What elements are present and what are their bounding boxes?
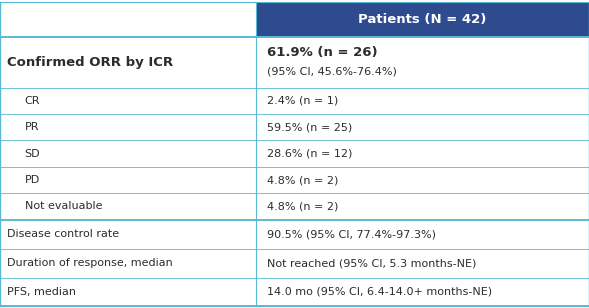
Text: 2.4% (n = 1): 2.4% (n = 1) bbox=[267, 96, 338, 106]
Text: 28.6% (n = 12): 28.6% (n = 12) bbox=[267, 149, 352, 159]
Bar bbox=[256, 2, 589, 37]
Text: (95% CI, 45.6%-76.4%): (95% CI, 45.6%-76.4%) bbox=[267, 67, 397, 76]
Text: Duration of response, median: Duration of response, median bbox=[7, 258, 173, 268]
Text: 59.5% (n = 25): 59.5% (n = 25) bbox=[267, 122, 352, 132]
Text: SD: SD bbox=[25, 149, 41, 159]
Text: Not reached (95% CI, 5.3 months-NE): Not reached (95% CI, 5.3 months-NE) bbox=[267, 258, 476, 268]
Text: 61.9% (n = 26): 61.9% (n = 26) bbox=[267, 46, 378, 59]
Text: Disease control rate: Disease control rate bbox=[7, 229, 119, 239]
Text: 4.8% (n = 2): 4.8% (n = 2) bbox=[267, 201, 338, 211]
Text: Not evaluable: Not evaluable bbox=[25, 201, 102, 211]
Text: Confirmed ORR by ICR: Confirmed ORR by ICR bbox=[7, 56, 173, 69]
Text: Patients (N = 42): Patients (N = 42) bbox=[359, 13, 487, 26]
Text: PR: PR bbox=[25, 122, 39, 132]
Text: 90.5% (95% CI, 77.4%-97.3%): 90.5% (95% CI, 77.4%-97.3%) bbox=[267, 229, 436, 239]
Text: PD: PD bbox=[25, 175, 40, 185]
Text: 4.8% (n = 2): 4.8% (n = 2) bbox=[267, 175, 338, 185]
Text: CR: CR bbox=[25, 96, 40, 106]
Text: 14.0 mo (95% CI, 6.4-14.0+ months-NE): 14.0 mo (95% CI, 6.4-14.0+ months-NE) bbox=[267, 287, 492, 297]
Text: PFS, median: PFS, median bbox=[7, 287, 76, 297]
